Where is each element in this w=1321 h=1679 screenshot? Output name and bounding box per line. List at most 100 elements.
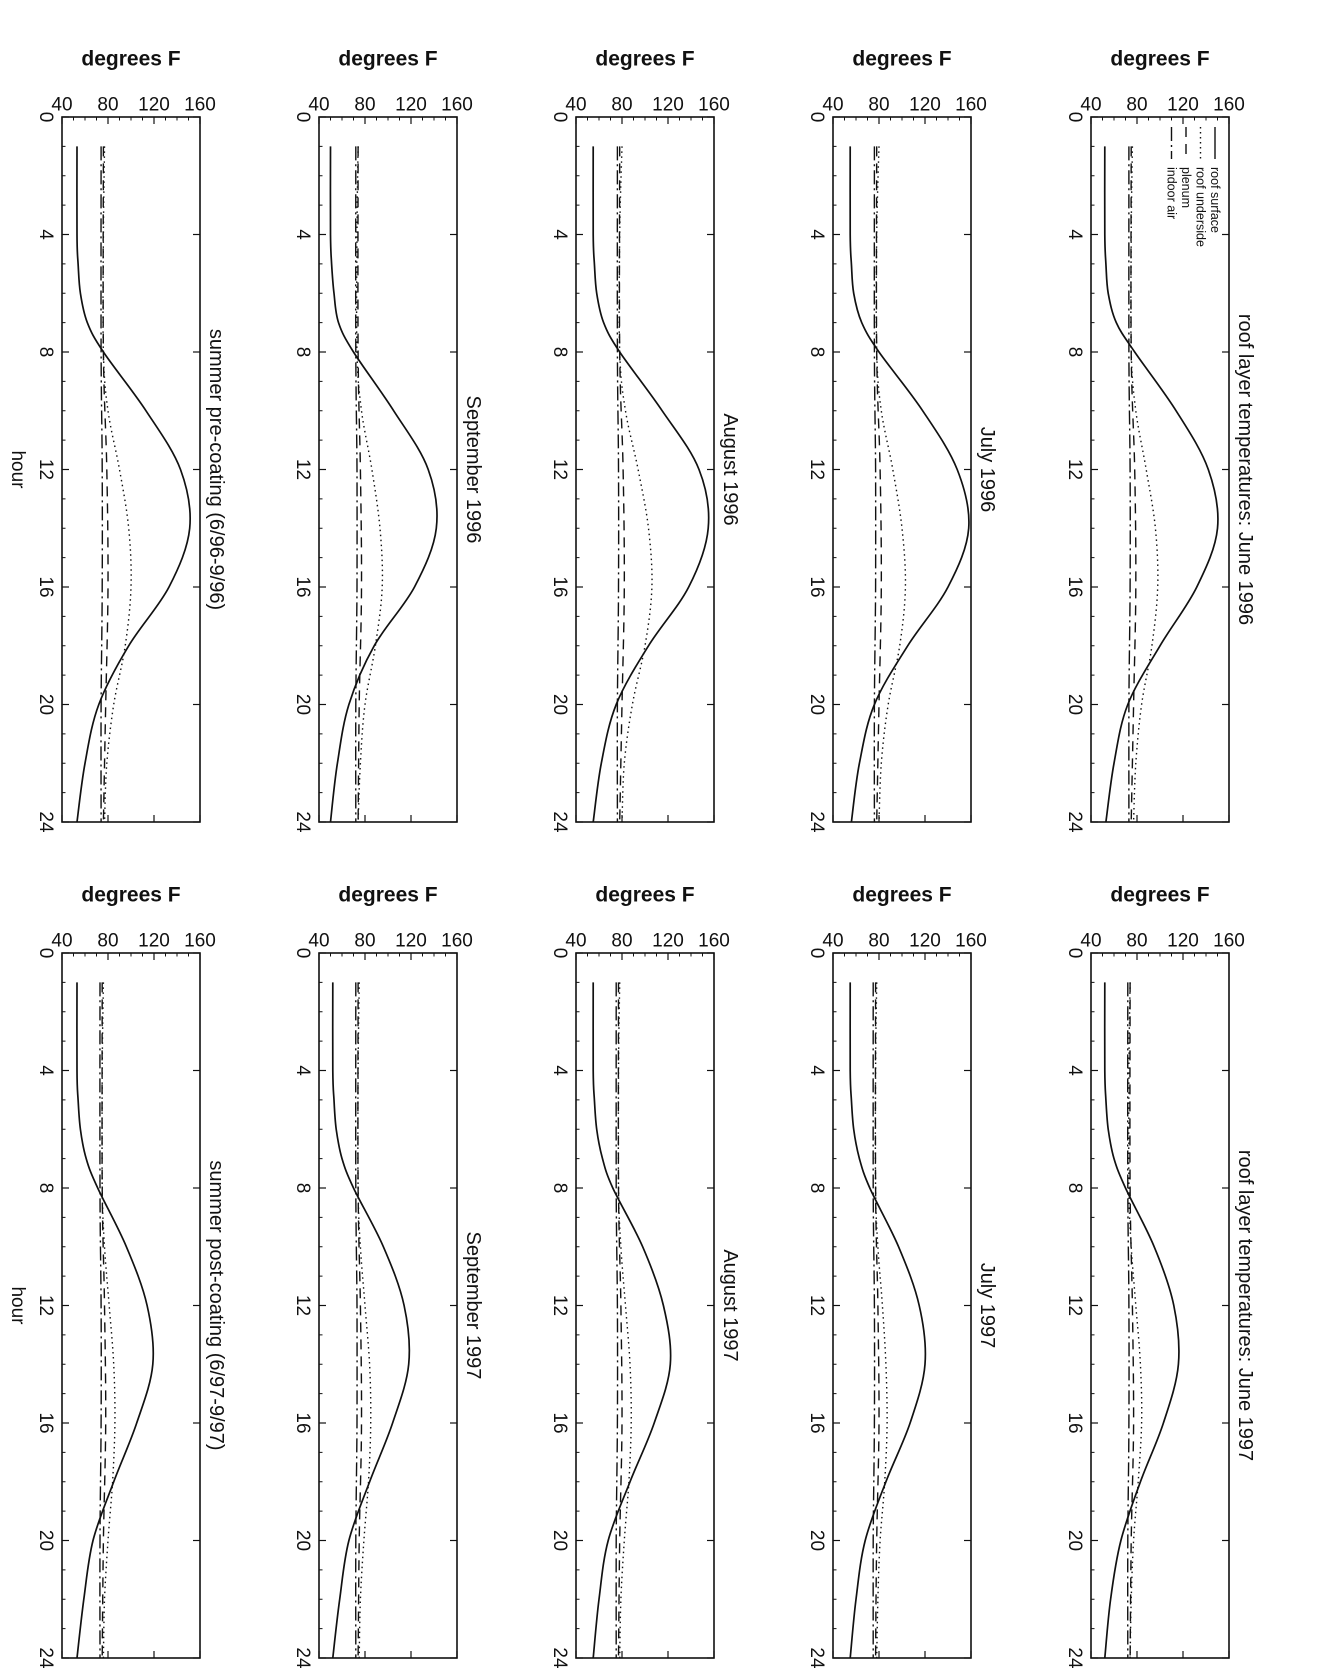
y-tick-label: 160 [698,931,730,952]
y-axis-label: degrees F [338,48,437,71]
y-tick-label: 80 [611,95,632,116]
x-tick-label: 8 [292,1183,313,1194]
x-tick-label: 0 [1064,948,1085,959]
y-axis-label: degrees F [595,884,694,907]
chart-panel: July 1996 0 4 8 12 16 20 24 40 80 120 160 degrees F [806,48,998,833]
series-line-indoor-air [355,982,358,1659]
series-line-roof-surface [849,146,970,823]
x-tick-label: 24 [806,811,827,833]
y-tick-label: 160 [441,931,473,952]
series-line-roof-underside [618,146,653,823]
series-line-plenum [875,146,883,823]
legend-label: roof underside [1194,167,1208,247]
y-tick-label: 80 [354,931,375,952]
x-tick-label: 0 [1064,112,1085,123]
x-tick-label: 16 [1064,576,1085,597]
y-tick-label: 120 [652,95,684,116]
x-tick-label: 4 [292,229,313,240]
x-tick-label: 12 [806,1295,827,1316]
chart-title: July 1996 [976,427,998,513]
series-line-roof-surface [849,982,927,1659]
x-tick-label: 20 [292,694,313,715]
chart-panel: roof layer temperatures: June 1996 0 4 8 12 1… [1064,48,1256,833]
x-tick-label: 8 [1064,1183,1085,1194]
series-line-roof-underside [1130,146,1159,823]
x-tick-label: 24 [292,811,313,833]
x-tick-label: 0 [35,112,56,123]
x-tick-label: 0 [806,948,827,959]
y-tick-label: 160 [955,95,987,116]
x-tick-label: 4 [35,1065,56,1076]
chart-title: September 1996 [462,396,484,544]
x-tick-label: 12 [292,1295,313,1316]
series-line-roof-surface [76,146,191,823]
y-axis-label: degrees F [1110,884,1209,907]
y-tick-label: 80 [1126,931,1147,952]
x-tick-label: 16 [549,1412,570,1433]
y-tick-label: 80 [611,931,632,952]
x-axis-label: hour [7,1286,28,1325]
y-tick-label: 120 [395,95,427,116]
series-line-roof-underside [101,982,116,1659]
x-tick-label: 24 [35,811,56,833]
x-tick-label: 12 [806,459,827,480]
plot-frame [832,952,972,1659]
x-tick-label: 16 [1064,1412,1085,1433]
series-line-indoor-air [616,146,620,823]
x-tick-label: 12 [549,459,570,480]
series-line-roof-surface [329,146,438,823]
x-tick-label: 20 [35,694,56,715]
x-tick-label: 16 [292,576,313,597]
x-tick-label: 0 [549,112,570,123]
x-tick-label: 8 [549,347,570,358]
series-line-plenum [874,982,880,1659]
x-tick-label: 4 [549,1065,570,1076]
x-tick-label: 0 [35,948,56,959]
series-line-plenum [357,982,363,1659]
x-tick-label: 8 [292,347,313,358]
chart-title: August 1996 [719,413,741,525]
x-tick-label: 4 [292,1065,313,1076]
y-tick-label: 120 [909,931,941,952]
x-tick-label: 8 [35,1183,56,1194]
y-tick-label: 40 [822,95,843,116]
x-tick-label: 12 [35,1295,56,1316]
x-tick-label: 12 [292,459,313,480]
y-axis-label: degrees F [852,48,951,71]
chart-panel: summer pre-coating (6/96-9/96) 0 4 8 12 16 20 2… [7,48,227,833]
x-tick-label: 8 [1064,347,1085,358]
series-line-roof-surface [331,982,411,1659]
y-axis-label: degrees F [81,884,180,907]
x-tick-label: 8 [806,1183,827,1194]
series-line-roof-surface [592,982,672,1659]
series-line-roof-surface [1103,982,1180,1659]
chart-panel: roof layer temperatures: June 1997 0 4 8 12 1… [1064,884,1256,1669]
x-tick-label: 12 [549,1295,570,1316]
x-tick-label: 4 [1064,229,1085,240]
x-tick-label: 12 [1064,459,1085,480]
x-tick-label: 24 [35,1647,56,1669]
series-line-plenum [617,982,623,1659]
x-tick-label: 0 [292,112,313,123]
x-tick-label: 4 [806,1065,827,1076]
x-tick-label: 4 [1064,1065,1085,1076]
y-tick-label: 40 [822,931,843,952]
chart-title: summer pre-coating (6/96-9/96) [205,329,227,610]
x-tick-label: 0 [292,948,313,959]
chart-panel: July 1997 0 4 8 12 16 20 24 40 80 120 160 degrees F [806,884,998,1669]
series-line-indoor-air [872,982,876,1659]
series-line-roof-underside [357,982,372,1659]
x-tick-label: 12 [35,459,56,480]
y-tick-label: 160 [184,95,216,116]
y-tick-label: 120 [395,931,427,952]
y-axis-label: degrees F [595,48,694,71]
legend-label: roof surface [1208,167,1222,233]
y-tick-label: 40 [308,931,329,952]
plot-frame [575,952,715,1659]
y-axis-label: degrees F [81,48,180,71]
y-tick-label: 160 [184,931,216,952]
x-tick-label: 20 [1064,1530,1085,1551]
x-tick-label: 20 [1064,694,1085,715]
chart-panel: August 1996 0 4 8 12 16 20 24 40 80 120 160 degrees … [549,48,741,833]
